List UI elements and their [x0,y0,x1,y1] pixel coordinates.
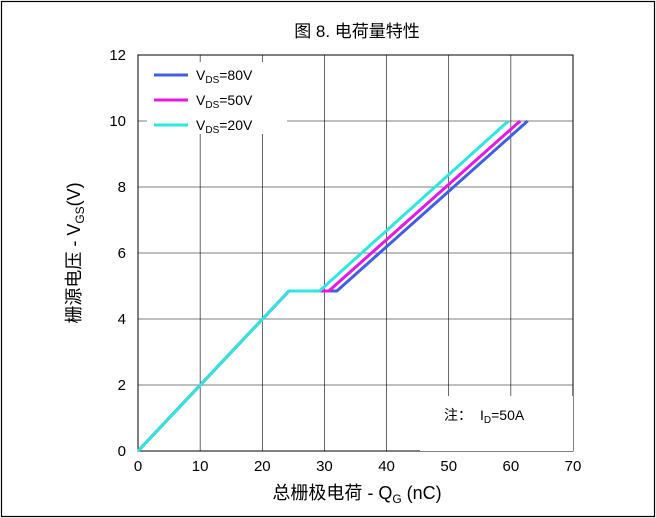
legend-box [147,62,287,134]
x-axis-label-sub: G [392,492,401,506]
legend-entry-rest: =20V [219,117,253,133]
series-lines [136,119,529,453]
legend-entry-rest: =50V [219,92,253,108]
annotation-text: 注： ID=50A [444,407,525,426]
annotation-prefix: 注： [444,407,472,423]
annotation-rest: =50A [491,407,525,423]
y-tick-label: 0 [118,443,126,460]
y-axis-label: 栅源电压 - VGS(V) [64,182,87,323]
legend-entry: VDS=80V [196,67,253,86]
legend-entry-main: V [196,117,206,133]
annotation-main: I [480,407,484,423]
legend-entry-rest: =80V [219,67,253,83]
y-tick-label: 8 [118,179,126,196]
legend-entry-main: V [196,67,206,83]
annotation-sub: D [484,415,491,426]
x-tick-label: 60 [503,458,520,475]
y-axis-label-unit: (V) [64,182,84,206]
x-axis-label: 总栅极电荷 - QG (nC) [272,483,441,506]
y-tick-label: 2 [118,377,126,394]
x-tick-labels: 0 10 20 30 40 50 60 70 [134,458,582,475]
legend-entry-sub: DS [205,75,219,86]
x-tick-label: 50 [440,458,457,475]
x-tick-label: 40 [378,458,395,475]
legend-entry: VDS=20V [196,117,253,136]
annotation-box [420,396,573,451]
chart-title: 图 8. 电荷量特性 [294,22,420,41]
legend-entry: VDS=50V [196,92,253,111]
y-tick-label: 4 [118,311,126,328]
legend-entry-sub: DS [205,100,219,111]
y-tick-label: 12 [109,47,126,64]
y-tick-label: 10 [109,113,126,130]
legend-entry-sub: DS [205,125,219,136]
annotation: 注： ID=50A [420,396,573,451]
x-axis-label-main: 总栅极电荷 - Q [272,483,392,503]
y-tick-labels: 0 2 4 6 8 10 12 [109,47,126,460]
x-tick-label: 70 [565,458,582,475]
y-axis-label-main: 栅源电压 - V [64,224,84,324]
legend-entry-main: V [196,92,206,108]
x-tick-label: 30 [316,458,333,475]
x-tick-label: 20 [254,458,271,475]
series-line-20v [136,119,510,453]
y-axis-label-sub: GS [73,206,87,223]
plot-frame [137,54,574,452]
x-tick-label: 0 [134,458,142,475]
x-axis-label-unit: (nC) [402,483,442,503]
x-tick-label: 10 [192,458,209,475]
y-tick-label: 6 [118,245,126,262]
